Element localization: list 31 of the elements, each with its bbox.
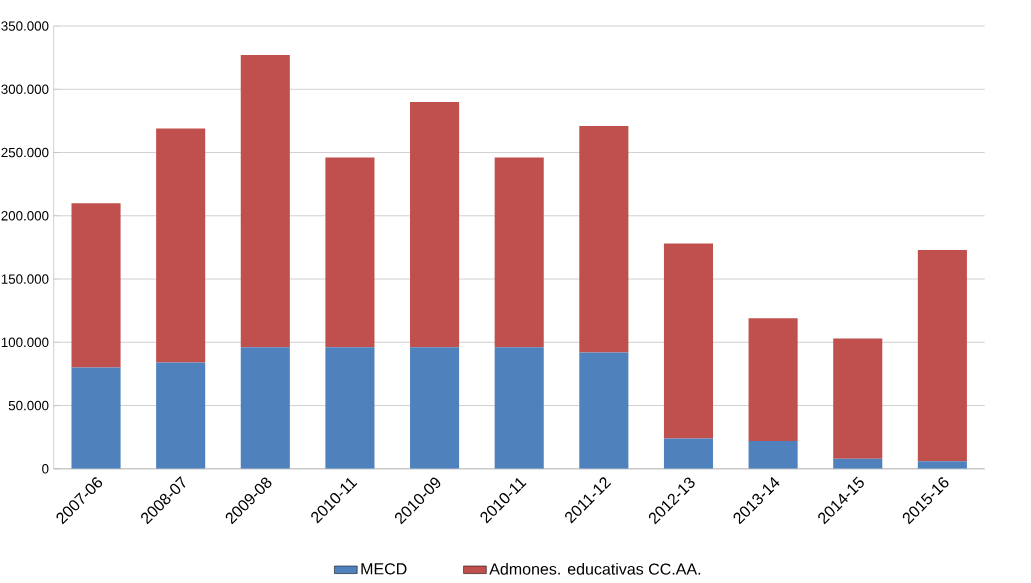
bar [833,338,883,459]
bar [494,347,544,469]
bar [71,367,121,469]
bar [410,101,460,348]
bar [748,318,798,442]
bar [663,243,714,439]
bar [579,126,629,353]
y-tick-label: 150.000 [1,274,49,284]
bar [325,347,375,469]
bar [494,157,544,348]
y-tick-label: 350.000 [1,21,49,31]
bar [663,438,714,469]
bar [917,461,967,469]
y-tick-label: 250.000 [1,147,49,158]
y-tick-label: 50.000 [8,400,49,411]
bar [748,441,798,469]
bar [917,250,967,462]
bar [579,352,629,469]
legend-label: MECD [361,563,407,575]
bar [240,347,290,469]
bar [156,128,206,363]
y-tick-label: 300.000 [1,84,49,95]
y-tick-label: 100.000 [1,337,49,348]
y-tick-label: 200.000 [1,211,49,221]
bar [240,55,290,348]
legend-label: Admones. educativas CC.AA. [489,563,701,575]
bar [156,362,206,469]
y-tick-label: 0 [42,464,49,474]
bar [71,203,121,368]
bar [410,347,460,469]
bar [325,157,375,348]
